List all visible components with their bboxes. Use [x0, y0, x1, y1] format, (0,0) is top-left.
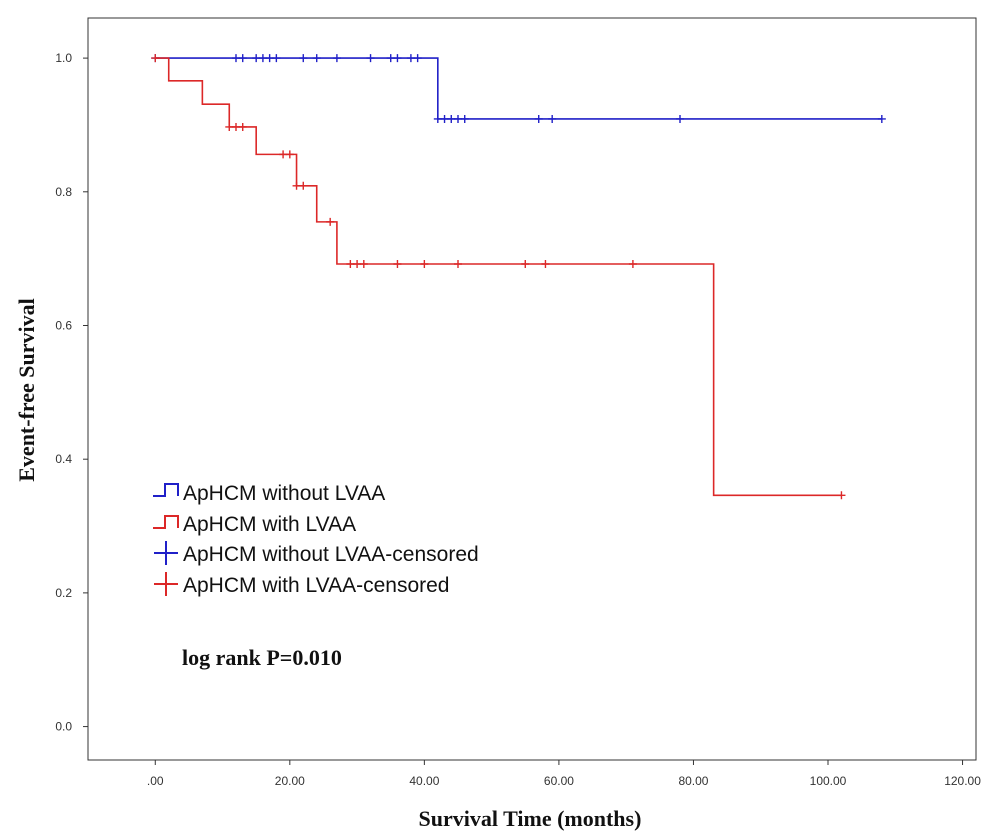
censor-mark: [420, 259, 429, 268]
censor-mark: [151, 54, 160, 63]
censor-mark: [413, 54, 422, 63]
censor-mark: [299, 181, 308, 190]
x-tick-label: .00: [147, 774, 164, 788]
y-tick-label: 0.4: [55, 452, 72, 466]
y-tick-label: 0.0: [55, 720, 72, 734]
legend-label-with-lvaa-censored: ApHCM with LVAA-censored: [183, 574, 450, 597]
censor-mark: [447, 114, 456, 123]
x-tick-label: 20.00: [275, 774, 305, 788]
censor-mark: [877, 114, 886, 123]
legend-item-with-lvaa: ApHCM with LVAA: [153, 513, 356, 536]
censor-mark: [258, 54, 267, 63]
censor-mark: [292, 181, 301, 190]
legend-item-with-lvaa-censored: ApHCM with LVAA-censored: [154, 572, 450, 597]
censor-mark: [406, 54, 415, 63]
legend: ApHCM without LVAA ApHCM with LVAA ApHCM…: [153, 482, 479, 597]
censor-mark: [238, 122, 247, 131]
legend-label-without-lvaa-censored: ApHCM without LVAA-censored: [183, 543, 479, 566]
censor-mark: [454, 259, 462, 268]
censor-mark: [299, 54, 308, 63]
censor-mark: [393, 259, 402, 268]
y-axis-title: Event-free Survival: [14, 298, 39, 482]
legend-step-icon-blue: [153, 483, 179, 497]
legend-step-icon-red: [153, 515, 179, 529]
censor-mark: [332, 54, 341, 63]
x-tick-label: 80.00: [678, 774, 708, 788]
x-axis-ticks: .00 20.00 40.00 60.00 80.00 100.00 120.00: [147, 760, 981, 788]
censor-mark: [460, 114, 469, 123]
censor-mark: [238, 54, 247, 63]
y-tick-label: 0.2: [55, 586, 72, 600]
censor-mark: [232, 54, 240, 63]
legend-item-without-lvaa: ApHCM without LVAA: [153, 482, 385, 505]
censor-mark: [252, 54, 261, 63]
censor-mark: [676, 114, 684, 123]
censor-mark: [279, 150, 288, 159]
y-tick-label: 1.0: [55, 51, 72, 65]
censor-mark: [326, 217, 335, 226]
legend-plus-icon-red: [154, 572, 178, 596]
censor-mark: [346, 259, 355, 268]
plot-frame: [87, 17, 977, 761]
censor-mark: [265, 54, 274, 63]
x-tick-label: 60.00: [544, 774, 574, 788]
legend-plus-icon-blue: [154, 541, 178, 565]
censor-mark: [393, 54, 402, 63]
censor-mark: [285, 150, 294, 159]
legend-label-without-lvaa: ApHCM without LVAA: [183, 482, 385, 505]
censor-mark: [534, 114, 543, 123]
censor-mark: [628, 259, 637, 268]
x-tick-label: 40.00: [409, 774, 439, 788]
censor-mark: [366, 54, 375, 63]
y-axis-ticks: 0.0 0.2 0.4 0.6 0.8 1.0: [55, 51, 88, 734]
censor-mark: [454, 114, 462, 123]
censor-mark: [548, 114, 557, 123]
censor-mark: [440, 114, 449, 123]
y-tick-label: 0.6: [55, 318, 72, 332]
censor-mark: [521, 259, 530, 268]
censor-mark: [232, 122, 240, 131]
censor-mark: [312, 54, 321, 63]
censor-mark: [353, 259, 362, 268]
censor-mark: [272, 54, 281, 63]
legend-item-without-lvaa-censored: ApHCM without LVAA-censored: [154, 541, 479, 566]
censor-mark: [541, 259, 550, 268]
legend-label-with-lvaa: ApHCM with LVAA: [183, 513, 356, 536]
x-tick-label: 120.00: [944, 774, 981, 788]
censor-mark: [225, 122, 234, 131]
x-axis-title: Survival Time (months): [419, 806, 642, 831]
x-tick-label: 100.00: [810, 774, 847, 788]
censor-mark: [359, 259, 368, 268]
censor-mark: [386, 54, 395, 63]
y-tick-label: 0.8: [55, 185, 72, 199]
survival-curves: [151, 54, 886, 500]
log-rank-annotation: log rank P=0.010: [182, 645, 342, 670]
censor-mark: [837, 491, 846, 500]
censor-mark: [433, 114, 442, 123]
survival-curve-without-lvaa: [155, 57, 882, 120]
